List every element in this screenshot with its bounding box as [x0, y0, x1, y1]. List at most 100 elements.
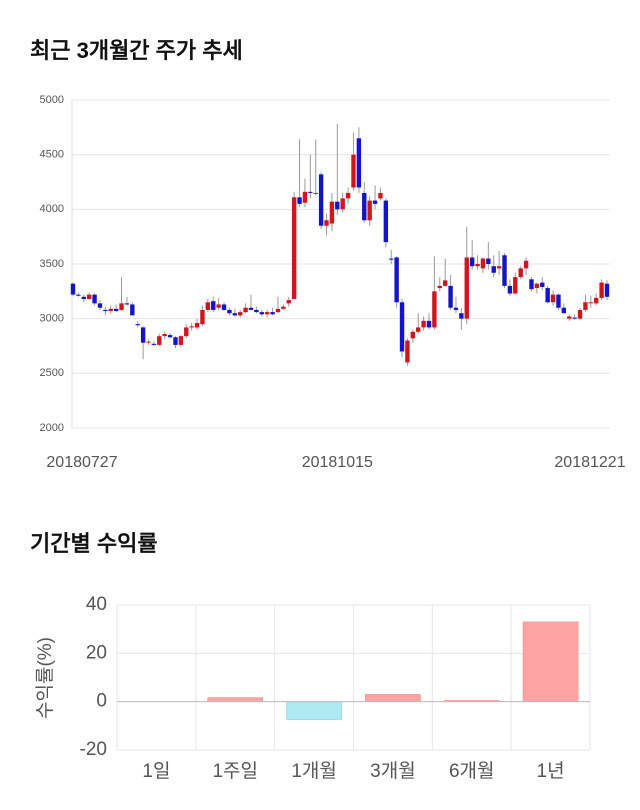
- candle-body: [108, 308, 113, 312]
- candle-body: [189, 326, 194, 328]
- y-tick-label: 2500: [40, 367, 64, 379]
- bar: [522, 621, 579, 702]
- bar: [286, 701, 342, 721]
- x-tick-label: 1년: [537, 760, 565, 782]
- candle-body: [448, 285, 453, 308]
- candle-body: [421, 320, 426, 328]
- candle-body: [313, 192, 318, 194]
- candle-body: [243, 307, 248, 313]
- candle-body: [178, 336, 184, 345]
- bar: [365, 694, 421, 702]
- candle-body: [259, 312, 264, 315]
- candle-body: [238, 312, 243, 316]
- candle-body: [264, 312, 270, 315]
- candle-body: [507, 285, 513, 294]
- x-tick-label: 1개월: [291, 760, 337, 782]
- candle-body: [583, 302, 588, 310]
- x-tick-label: 20181221: [554, 454, 625, 471]
- chart-title: 최근 3개월간 주가 추세: [30, 38, 243, 63]
- candle-body: [297, 197, 302, 204]
- bar: [207, 697, 264, 702]
- candle-body: [173, 337, 178, 345]
- candle-body: [518, 268, 523, 278]
- candle-body: [270, 312, 275, 315]
- candle-body: [491, 266, 496, 273]
- candle-body: [302, 191, 308, 203]
- chart-title: 기간별 수익률: [30, 531, 158, 556]
- y-tick-label: 40: [86, 594, 107, 615]
- candle-body: [286, 300, 291, 304]
- candle-body: [588, 302, 594, 304]
- candle-body: [577, 309, 583, 319]
- x-tick-label: 6개월: [449, 760, 495, 782]
- candle-body: [372, 200, 378, 204]
- y-tick-label: -20: [80, 739, 107, 760]
- candle-body: [604, 283, 610, 297]
- candle-body: [442, 280, 448, 286]
- candle-body: [594, 297, 599, 304]
- candle-body: [162, 333, 167, 337]
- x-tick-label: 20180727: [46, 454, 117, 471]
- candle-body: [362, 192, 367, 221]
- candle-body: [275, 308, 281, 313]
- candle-body: [140, 327, 146, 343]
- candle-body: [151, 343, 157, 345]
- candle-body: [124, 303, 130, 305]
- candle-body: [459, 313, 464, 319]
- candle-body: [194, 323, 200, 328]
- candle-body: [453, 307, 459, 310]
- candle-body: [410, 331, 416, 339]
- candle-body: [540, 282, 545, 287]
- candle-body: [205, 302, 211, 310]
- candle-body: [308, 191, 313, 193]
- candle-body: [324, 220, 329, 226]
- candle-body: [103, 309, 108, 312]
- candle-body: [86, 294, 92, 299]
- y-tick-label: 5000: [40, 94, 64, 106]
- candle-body: [464, 257, 469, 319]
- candle-body: [227, 309, 232, 314]
- candle-body: [281, 306, 286, 309]
- candle-body: [184, 327, 189, 337]
- candle-body: [200, 309, 205, 325]
- y-tick-label: 3000: [40, 313, 64, 325]
- candle-body: [513, 277, 518, 294]
- candle-body: [119, 303, 124, 310]
- candle-body: [405, 340, 410, 363]
- candle-body: [567, 316, 572, 319]
- candle-body: [486, 258, 491, 264]
- candle-body: [113, 308, 119, 312]
- candle-body: [394, 257, 399, 303]
- x-tick-label: 1일: [142, 760, 170, 782]
- candle-body: [329, 201, 335, 224]
- candle-body: [81, 296, 86, 299]
- y-tick-label: 4500: [40, 149, 64, 161]
- candle-body: [356, 138, 362, 188]
- x-tick-label: 1주일: [212, 760, 258, 782]
- candle-body: [426, 320, 432, 328]
- candle-body: [135, 324, 140, 326]
- y-tick-label: 4000: [40, 203, 64, 215]
- candle-body: [291, 197, 297, 299]
- candle-body: [76, 294, 81, 296]
- candle-body: [216, 304, 221, 308]
- candle-body: [523, 260, 529, 269]
- candle-body: [399, 302, 405, 352]
- y-tick-label: 2000: [40, 422, 64, 434]
- candle-body: [97, 303, 103, 308]
- candle-body: [469, 257, 475, 267]
- candle-body: [561, 307, 567, 314]
- candle-body: [502, 255, 507, 286]
- candle-body: [248, 307, 254, 310]
- candle-body: [416, 327, 421, 332]
- candle-body: [367, 200, 372, 221]
- candle-body: [351, 154, 356, 188]
- candle-body: [556, 294, 561, 308]
- candle-body: [432, 291, 437, 328]
- candle-body: [529, 279, 534, 290]
- x-tick-label: 20181015: [302, 454, 373, 471]
- candle-body: [545, 288, 550, 303]
- y-tick-label: 0: [96, 691, 107, 712]
- candle-body: [221, 304, 227, 310]
- candle-body: [92, 294, 97, 304]
